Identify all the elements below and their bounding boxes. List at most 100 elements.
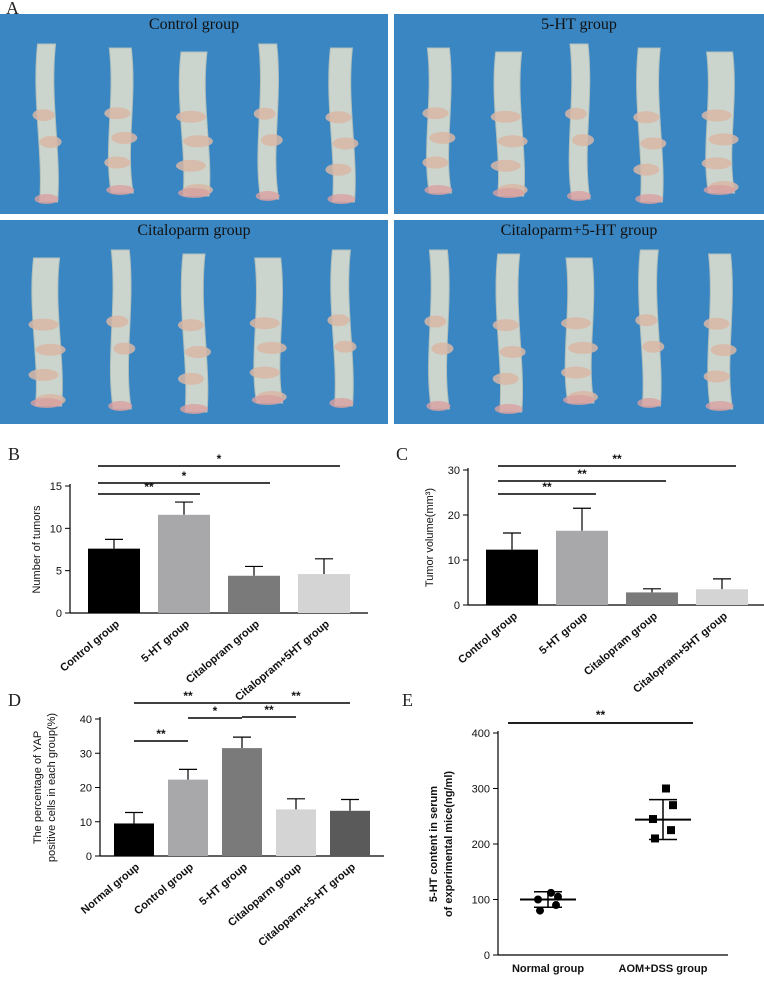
- tumor-nodule: [633, 111, 660, 124]
- tumor-nodule: [104, 107, 131, 120]
- tumor-nodule: [332, 137, 359, 150]
- tumor-nodule: [334, 340, 357, 353]
- colon-end: [426, 401, 451, 411]
- tumor-nodule: [497, 135, 528, 148]
- y-tick-label: 0: [454, 600, 460, 612]
- colon-end: [494, 404, 523, 414]
- tumor-nodule: [424, 315, 447, 328]
- data-point: [536, 906, 544, 915]
- tumor-nodule: [35, 343, 66, 356]
- panel-label-a: A: [6, 0, 19, 18]
- tumor-nodule: [561, 366, 591, 379]
- bar-3: [626, 592, 678, 605]
- significance-label: **: [144, 480, 154, 494]
- photo-citaloparm-group: Citaloparm group: [0, 220, 388, 424]
- y-axis-label: Tumor volume(mm³): [424, 488, 436, 587]
- x-category-label: Control group: [58, 618, 122, 674]
- colon-end: [30, 398, 63, 408]
- colon-photo-grid: Control group 5-HT group Citaloparm grou…: [0, 14, 764, 424]
- y-tick-label: 30: [448, 465, 460, 477]
- bar-1: [486, 549, 538, 605]
- tumor-nodule: [492, 319, 519, 332]
- x-category-label: Normal group: [512, 963, 584, 975]
- significance-label: **: [612, 452, 622, 466]
- colon-specimen: [564, 257, 595, 404]
- colon-specimen: [330, 249, 354, 407]
- x-category-label: Control group: [132, 861, 196, 917]
- y-tick-label: 20: [448, 510, 460, 522]
- photo-citaloparm-5ht-group: Citaloparm+5-HT group: [394, 220, 764, 424]
- colon-specimen: [253, 257, 284, 404]
- y-tick-label: 15: [50, 481, 62, 493]
- colon-end: [180, 404, 208, 414]
- tumor-nodule: [703, 317, 730, 330]
- colon-specimens-image: [394, 220, 764, 424]
- tumor-nodule: [635, 314, 658, 327]
- tumor-nodule: [39, 135, 62, 148]
- x-category-label: 5-HT group: [197, 861, 250, 908]
- y-axis-label: Number of tumors: [31, 505, 43, 594]
- tumor-nodule: [178, 319, 204, 332]
- chart-e-svg: 0 100 200 300 400 5-HT content in serum of exp…: [428, 708, 728, 975]
- chart-d-svg: 0 10 20 30 40 The percentage of YAP positive c…: [32, 689, 384, 949]
- tumor-nodule: [113, 342, 136, 355]
- colon-specimen: [707, 253, 734, 410]
- tumor-nodule: [561, 317, 591, 330]
- significance-label: **: [542, 480, 552, 494]
- colon-end: [329, 398, 354, 408]
- tumor-nodule: [249, 317, 280, 330]
- tumor-nodule: [565, 107, 587, 120]
- x-category-label: 5-HT group: [537, 610, 590, 657]
- y-tick-label: 10: [80, 817, 92, 829]
- colon-end: [703, 185, 736, 195]
- colon-end: [567, 191, 591, 201]
- colon-specimen: [180, 253, 209, 413]
- colon-end: [635, 194, 664, 204]
- y-tick-label: 40: [80, 714, 92, 726]
- colon-specimen: [638, 249, 662, 407]
- photo-title: Control group: [148, 16, 240, 33]
- y-tick-label: 400: [472, 728, 490, 740]
- significance-label: **: [264, 703, 274, 717]
- panel-label-c: C: [396, 444, 409, 464]
- y-tick-label: 30: [80, 748, 92, 760]
- colon-end: [492, 188, 525, 198]
- colon-specimen: [31, 257, 63, 407]
- colon-end: [327, 194, 356, 204]
- tumor-nodule: [422, 156, 449, 169]
- tumor-nodule: [490, 159, 521, 172]
- tumor-nodule: [499, 345, 526, 358]
- colon-end: [251, 395, 284, 405]
- tumor-nodule: [327, 314, 350, 327]
- y-tick-label: 0: [86, 851, 92, 863]
- tumor-nodule: [176, 110, 206, 123]
- bar-3: [222, 748, 262, 856]
- bar-4: [298, 574, 350, 613]
- chart-e-serum-5ht: 0 100 200 300 400 5-HT content in serum of exp…: [385, 700, 764, 990]
- colon-specimen: [428, 249, 450, 410]
- colon-specimens-image: [0, 220, 388, 424]
- colon-specimen: [636, 47, 664, 203]
- tumor-nodule: [28, 368, 59, 381]
- colon-specimen: [495, 253, 524, 413]
- y-tick-label: 0: [56, 608, 62, 620]
- colon-specimen: [257, 43, 280, 200]
- tumor-nodule: [325, 163, 352, 176]
- tumor-nodule: [633, 163, 660, 176]
- y-tick-label: 0: [484, 950, 490, 962]
- tumor-nodule: [642, 340, 665, 353]
- significance-label: *: [217, 452, 222, 466]
- bar-1: [88, 548, 140, 613]
- colon-specimen: [178, 51, 211, 197]
- significance-label: **: [183, 689, 193, 703]
- data-point: [662, 784, 670, 793]
- tumor-nodule: [431, 342, 454, 355]
- tumor-nodule: [490, 110, 521, 123]
- colon-end: [255, 191, 280, 201]
- colon-end: [637, 398, 662, 408]
- colon-specimens-image: [394, 14, 764, 214]
- y-axis-label-line1: 5-HT content in serum: [428, 786, 440, 902]
- tumor-nodule: [111, 131, 138, 144]
- tumor-nodule: [260, 134, 283, 147]
- bar-2: [556, 530, 608, 605]
